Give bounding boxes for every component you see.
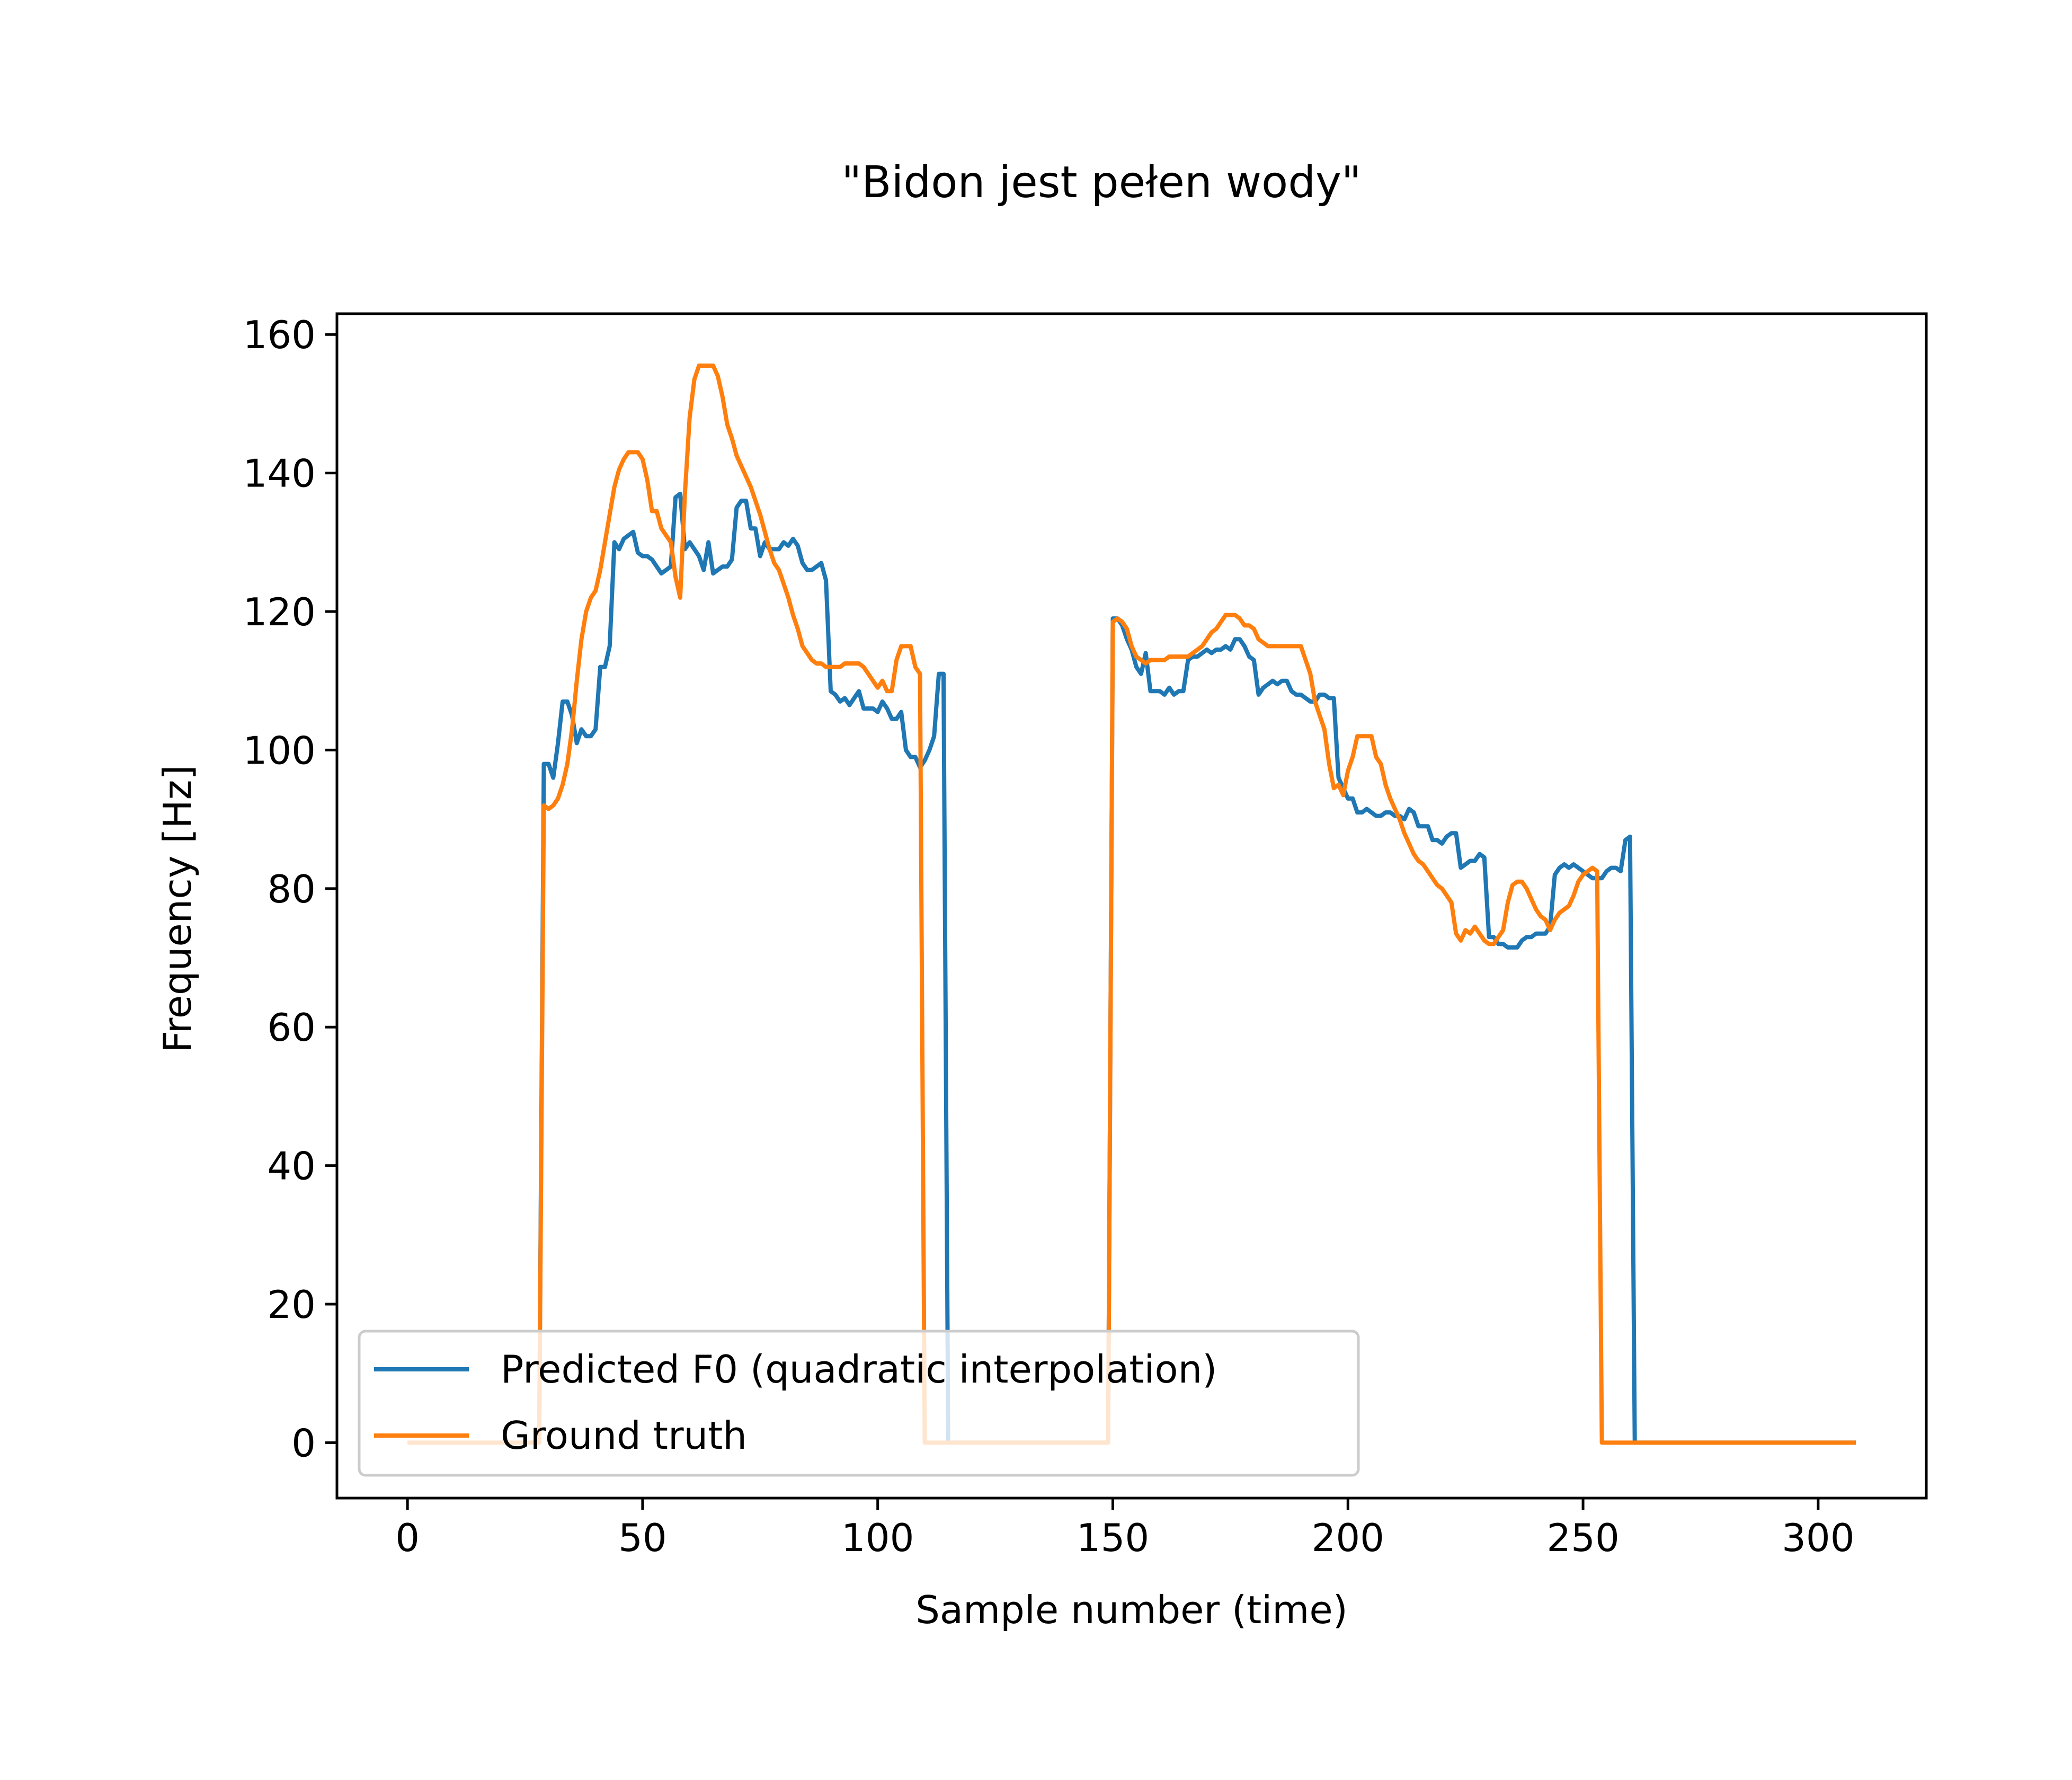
legend-label-ground-truth: Ground truth [501, 1413, 747, 1458]
chart-title: "Bidon jest pełen wody" [842, 157, 1362, 208]
legend-label-predicted: Predicted F0 (quadratic interpolation) [501, 1347, 1217, 1392]
series-line-ground-truth [407, 364, 1856, 1445]
y-axis-label: Frequency [Hz] [155, 765, 200, 1053]
y-tick-label: 160 [243, 313, 316, 357]
y-tick-label: 0 [291, 1421, 316, 1465]
legend: Predicted F0 (quadratic interpolation) G… [358, 1330, 1360, 1477]
y-axis: 0 20 40 60 80 100 120 140 160 [243, 313, 337, 1465]
axes-frame [335, 312, 1928, 1500]
legend-box [358, 1330, 1360, 1477]
series-line-predicted [537, 491, 1856, 1445]
x-tick-label: 100 [841, 1516, 914, 1560]
y-tick-label: 80 [267, 867, 316, 911]
x-tick-label: 0 [395, 1516, 420, 1560]
x-tick-label: 150 [1077, 1516, 1149, 1560]
x-tick-label: 300 [1782, 1516, 1854, 1560]
y-tick-label: 100 [243, 728, 316, 773]
x-tick-label: 50 [618, 1516, 667, 1560]
y-tick-label: 20 [267, 1282, 316, 1327]
y-tick-label: 140 [243, 451, 316, 496]
y-tick-label: 60 [267, 1005, 316, 1050]
x-axis-label: Sample number (time) [915, 1588, 1348, 1632]
x-tick-label: 250 [1546, 1516, 1619, 1560]
y-tick-label: 120 [243, 590, 316, 634]
axes-background [337, 314, 1926, 1498]
x-tick-label: 200 [1312, 1516, 1384, 1560]
plot-area [335, 312, 1928, 1500]
y-tick-label: 40 [267, 1144, 316, 1189]
x-axis: 0 50 100 150 200 250 300 [395, 1498, 1855, 1560]
series-layer [407, 364, 1856, 1445]
